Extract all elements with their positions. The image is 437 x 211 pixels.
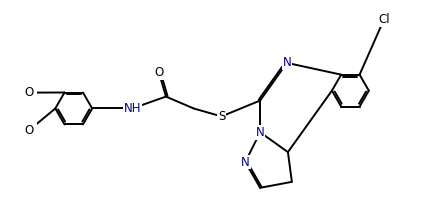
- Text: O: O: [154, 66, 163, 79]
- Text: Cl: Cl: [378, 13, 390, 26]
- Text: O: O: [24, 86, 34, 99]
- Text: N: N: [241, 156, 250, 169]
- Text: NH: NH: [124, 102, 141, 115]
- Text: S: S: [218, 110, 225, 123]
- Text: N: N: [283, 56, 291, 69]
- Text: N: N: [256, 126, 264, 139]
- Text: O: O: [24, 124, 34, 137]
